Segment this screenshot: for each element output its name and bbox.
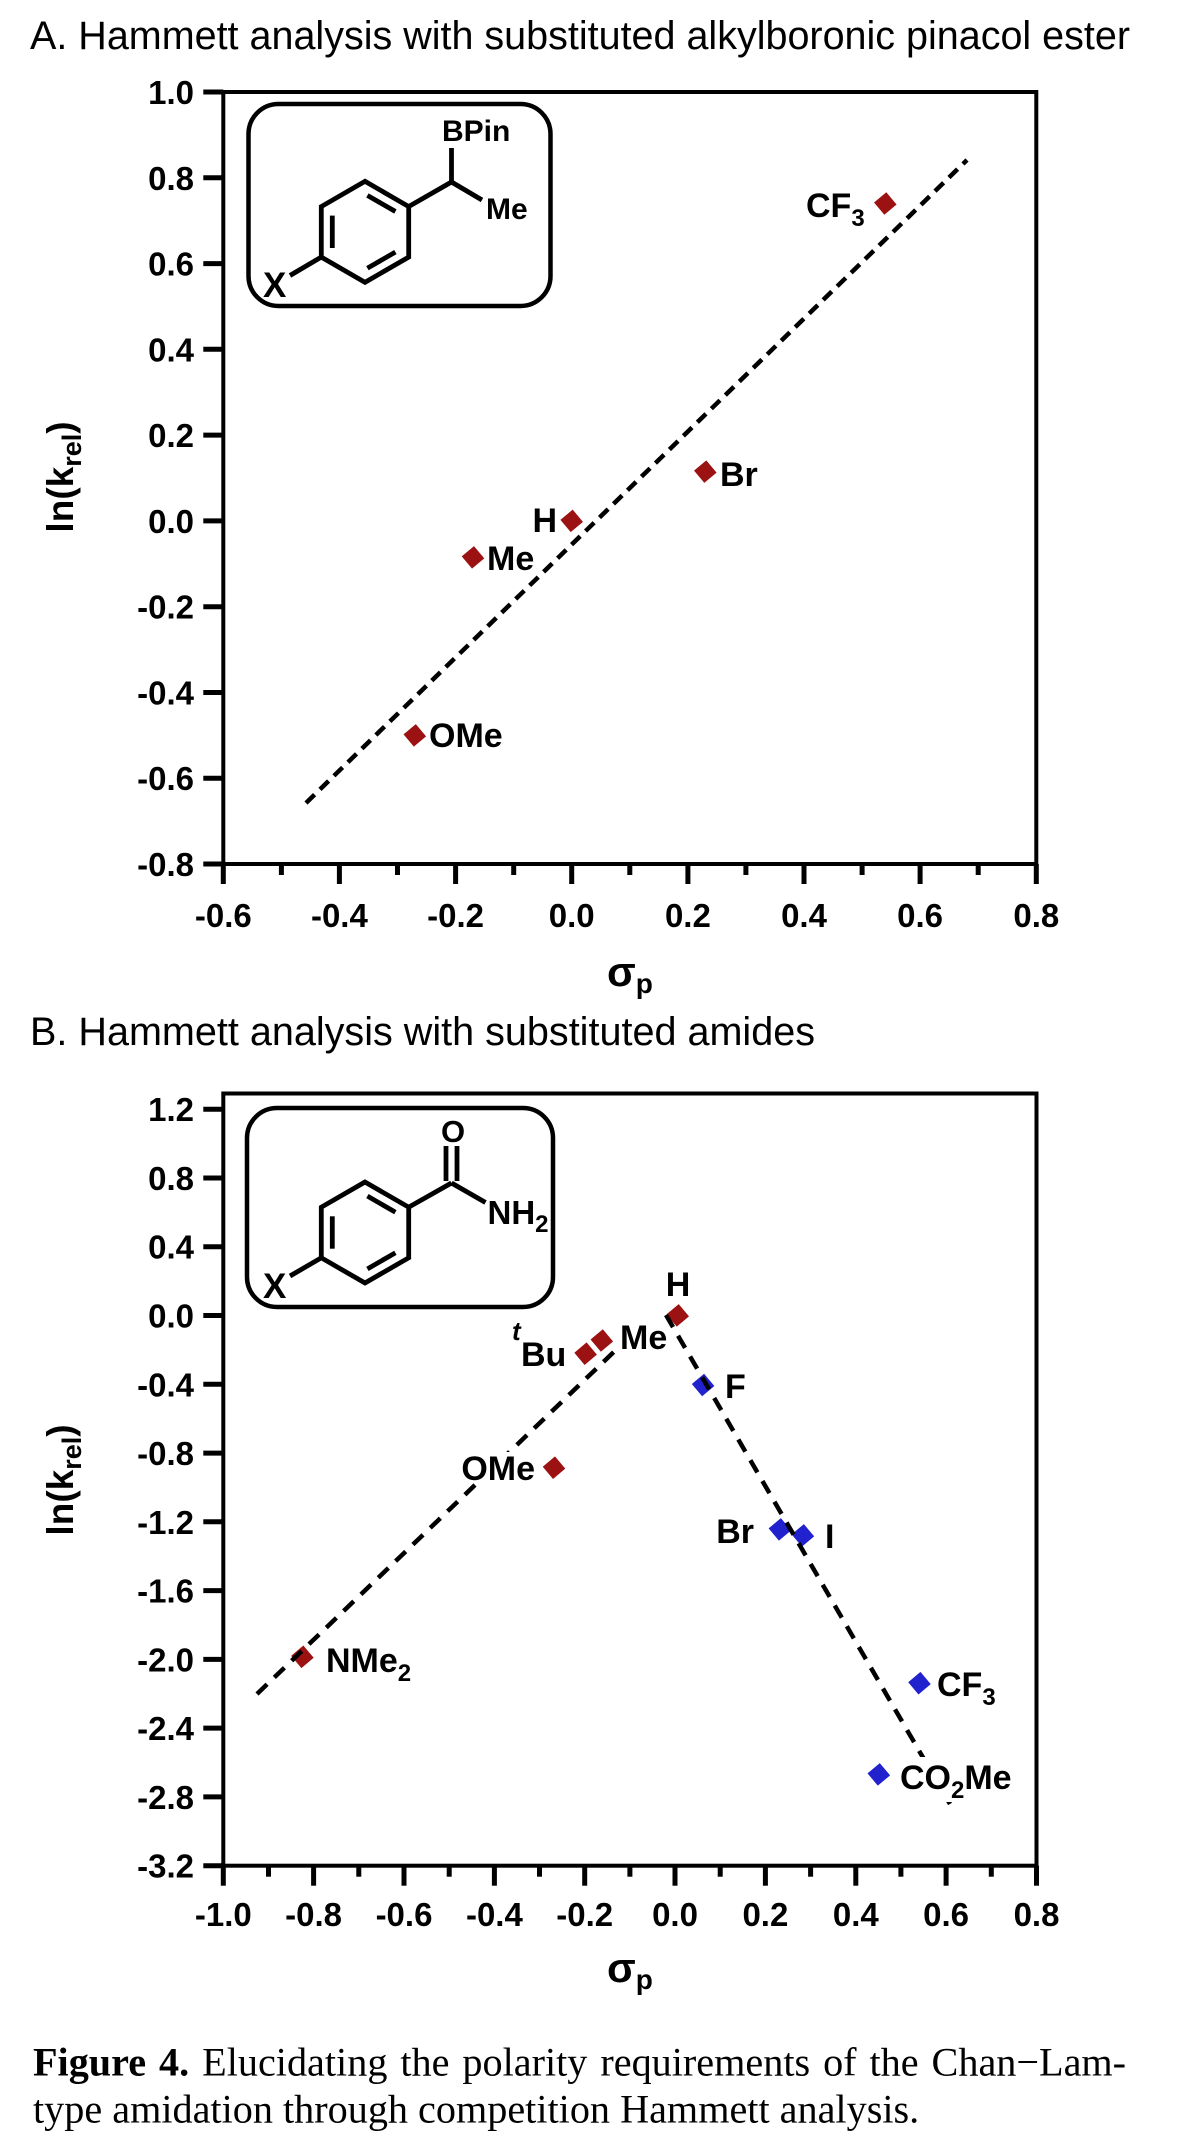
svg-text:OMe: OMe	[429, 717, 503, 755]
svg-text:-1.6: -1.6	[137, 1573, 194, 1610]
svg-text:F: F	[725, 1368, 746, 1406]
svg-text:-1.0: -1.0	[195, 1896, 252, 1933]
svg-text:Br: Br	[716, 1513, 754, 1551]
svg-text:-0.4: -0.4	[137, 1366, 195, 1403]
svg-text:0.6: 0.6	[897, 897, 943, 934]
svg-text:σp: σp	[607, 948, 653, 999]
svg-text:NMe2: NMe2	[326, 1642, 411, 1687]
svg-text:0.4: 0.4	[148, 1229, 195, 1266]
svg-text:-0.8: -0.8	[137, 846, 194, 883]
svg-text:ln(krel): ln(krel)	[40, 1424, 87, 1535]
svg-text:B. Hammett analysis with subst: B. Hammett analysis with substituted ami…	[30, 1010, 815, 1054]
svg-text:0.8: 0.8	[1014, 1896, 1060, 1933]
svg-text:t: t	[512, 1316, 522, 1346]
svg-text:0.8: 0.8	[148, 1160, 194, 1197]
svg-text:Figure 4. Elucidating the pola: Figure 4. Elucidating the polarity requi…	[33, 2040, 1126, 2085]
svg-text:Me: Me	[620, 1319, 667, 1357]
svg-text:0.8: 0.8	[148, 160, 194, 197]
svg-text:0.8: 0.8	[1013, 897, 1059, 934]
svg-text:CF3: CF3	[937, 1666, 996, 1711]
svg-text:0.6: 0.6	[148, 246, 194, 283]
svg-text:0.4: 0.4	[781, 897, 828, 934]
svg-text:1.0: 1.0	[148, 74, 194, 111]
svg-text:I: I	[825, 1518, 834, 1556]
svg-text:1.2: 1.2	[148, 1091, 194, 1128]
svg-text:Br: Br	[720, 456, 758, 494]
svg-text:0.2: 0.2	[148, 417, 194, 454]
svg-text:0.4: 0.4	[833, 1896, 880, 1933]
svg-text:0.0: 0.0	[148, 1298, 194, 1335]
svg-text:-0.6: -0.6	[195, 897, 252, 934]
svg-text:-0.6: -0.6	[137, 760, 194, 797]
svg-text:A. Hammett analysis with subst: A. Hammett analysis with substituted alk…	[30, 14, 1130, 58]
svg-text:Me: Me	[486, 193, 528, 226]
svg-text:-2.4: -2.4	[137, 1710, 195, 1747]
svg-text:0.0: 0.0	[652, 1896, 698, 1933]
svg-text:O: O	[441, 1114, 465, 1149]
svg-text:σp: σp	[607, 1944, 653, 1995]
svg-text:0.4: 0.4	[148, 331, 195, 368]
svg-text:-3.2: -3.2	[137, 1848, 194, 1885]
svg-text:-0.2: -0.2	[137, 589, 194, 626]
svg-text:Bu: Bu	[521, 1336, 566, 1374]
svg-text:-0.2: -0.2	[427, 897, 484, 934]
svg-text:NH2: NH2	[488, 1194, 549, 1238]
svg-text:-2.0: -2.0	[137, 1641, 194, 1678]
svg-text:0.6: 0.6	[923, 1896, 969, 1933]
svg-text:-0.8: -0.8	[285, 1896, 342, 1933]
svg-text:ln(krel): ln(krel)	[40, 421, 87, 532]
svg-text:BPin: BPin	[442, 115, 510, 148]
svg-text:0.0: 0.0	[549, 897, 595, 934]
svg-text:0.0: 0.0	[148, 503, 194, 540]
svg-text:-0.4: -0.4	[137, 675, 195, 712]
svg-text:-0.4: -0.4	[466, 1896, 524, 1933]
svg-text:-0.8: -0.8	[137, 1435, 194, 1472]
svg-text:H: H	[666, 1266, 691, 1304]
svg-text:0.2: 0.2	[665, 897, 711, 934]
svg-text:-0.4: -0.4	[311, 897, 369, 934]
svg-text:CF3: CF3	[806, 187, 865, 232]
svg-text:-0.6: -0.6	[376, 1896, 433, 1933]
svg-text:-0.2: -0.2	[556, 1896, 613, 1933]
svg-text:OMe: OMe	[461, 1450, 535, 1488]
svg-text:0.2: 0.2	[742, 1896, 788, 1933]
svg-text:type amidation through competi: type amidation through competition Hamme…	[33, 2087, 919, 2132]
svg-text:-1.2: -1.2	[137, 1504, 194, 1541]
svg-text:-2.8: -2.8	[137, 1779, 194, 1816]
svg-text:X: X	[263, 1267, 287, 1306]
svg-text:H: H	[532, 502, 557, 540]
svg-text:X: X	[263, 266, 287, 305]
svg-text:Me: Me	[487, 540, 534, 578]
